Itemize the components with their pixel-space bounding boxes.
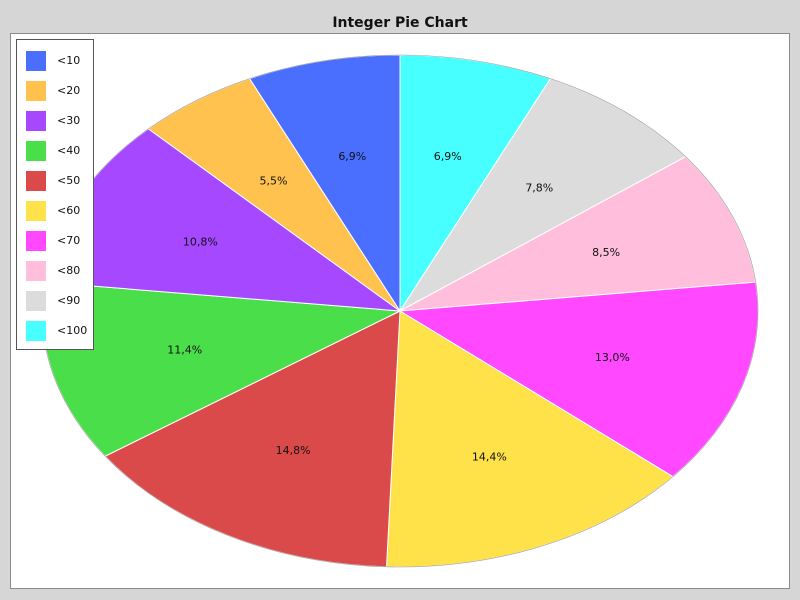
slice-value-label: 11,4% [167, 344, 202, 357]
legend-label: <80 [57, 264, 81, 277]
legend-label: <50 [57, 174, 81, 187]
slice-value-label: 14,4% [472, 450, 507, 463]
chart-title: Integer Pie Chart [332, 15, 468, 31]
legend-swatch [26, 51, 46, 71]
legend-item: <50 [17, 171, 93, 201]
legend-label: <20 [57, 84, 81, 97]
legend-item: <90 [17, 291, 93, 321]
legend-item: <10 [17, 51, 93, 81]
legend-swatch [26, 81, 46, 101]
legend-item: <20 [17, 81, 93, 111]
legend-label: <70 [57, 234, 81, 247]
legend-swatch [26, 141, 46, 161]
legend-item: <40 [17, 141, 93, 171]
legend-swatch [26, 261, 46, 281]
slice-value-label: 10,8% [183, 236, 218, 249]
legend-swatch [26, 321, 46, 341]
legend-swatch [26, 291, 46, 311]
legend-item: <70 [17, 231, 93, 261]
legend: <10 <20 <30 <40 <50 <60 <70 <80 <90 <100 [16, 39, 94, 350]
legend-swatch [26, 171, 46, 191]
legend-item: <100 [17, 321, 93, 351]
legend-swatch [26, 111, 46, 131]
slice-value-label: 6,9% [338, 150, 366, 163]
slice-value-label: 14,8% [276, 444, 311, 457]
legend-item: <30 [17, 111, 93, 141]
legend-label: <60 [57, 204, 81, 217]
slice-value-label: 7,8% [525, 181, 553, 194]
legend-item: <80 [17, 261, 93, 291]
slice-value-label: 13,0% [595, 351, 630, 364]
legend-swatch [26, 231, 46, 251]
slice-value-label: 6,9% [434, 150, 462, 163]
legend-label: <100 [57, 324, 88, 337]
legend-label: <40 [57, 144, 81, 157]
slice-value-label: 5,5% [260, 175, 288, 188]
legend-swatch [26, 201, 46, 221]
legend-label: <30 [57, 114, 81, 127]
legend-label: <90 [57, 294, 81, 307]
legend-item: <60 [17, 201, 93, 231]
legend-label: <10 [57, 54, 81, 67]
slice-value-label: 8,5% [592, 246, 620, 259]
